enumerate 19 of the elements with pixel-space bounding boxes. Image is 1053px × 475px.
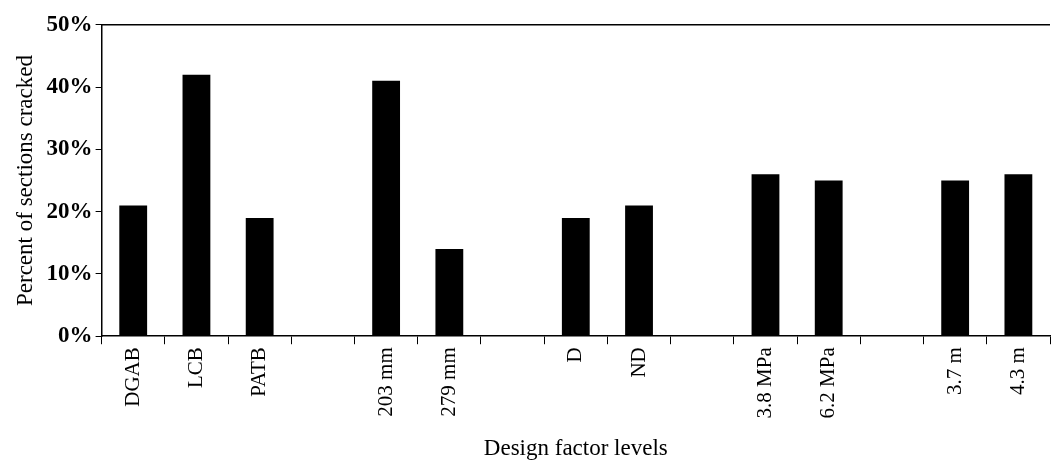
y-tick-label: 10%: [46, 259, 93, 285]
y-tick-label: 40%: [46, 73, 93, 99]
x-tick-label: 3.8 MPa: [752, 346, 776, 419]
y-axis-title: Percent of sections cracked: [11, 54, 37, 306]
x-tick-label: ND: [625, 347, 650, 378]
x-tick-label: LCB: [182, 347, 207, 389]
x-tick-label: DGAB: [119, 347, 144, 407]
x-tick-label: 203 mm: [372, 347, 397, 417]
y-tick-label: 0%: [58, 322, 93, 348]
x-tick-label: 279 mm: [435, 347, 460, 417]
x-tick-label: 6.2 MPa: [815, 346, 840, 419]
x-tick-label: 4.3 m: [1004, 347, 1029, 396]
y-tick-label: 50%: [46, 10, 93, 36]
x-tick-label: PATB: [246, 347, 271, 397]
x-axis-title: Design factor levels: [483, 435, 668, 461]
y-tick-label: 30%: [46, 135, 93, 161]
x-tick-label: 3.7 m: [941, 347, 966, 396]
y-tick-label: 20%: [46, 197, 93, 223]
x-tick-label: D: [562, 347, 587, 363]
